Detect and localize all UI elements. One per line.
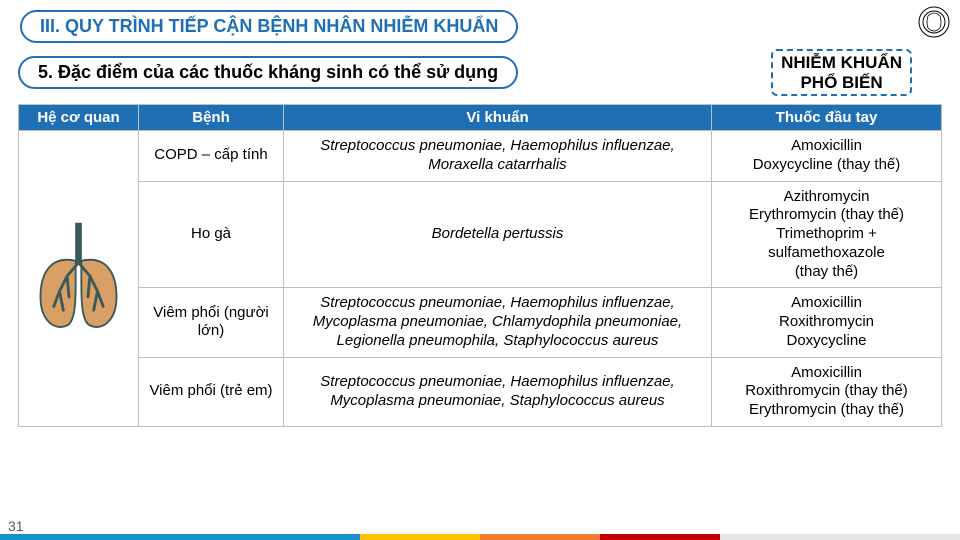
disease-cell: Viêm phổi (trẻ em) [139,357,284,426]
disease-cell: Ho gà [139,181,284,288]
subtitle-pill: 5. Đặc điểm của các thuốc kháng sinh có … [18,56,518,89]
disease-cell: Viêm phổi (người lớn) [139,288,284,357]
callout-line2: PHỔ BIẾN [781,73,902,93]
institution-logo [918,6,950,38]
organ-cell [19,131,139,427]
page-number: 31 [8,518,24,534]
th-drug: Thuốc đầu tay [712,105,942,131]
bacteria-cell: Bordetella pertussis [284,181,712,288]
th-disease: Bệnh [139,105,284,131]
drug-cell: AzithromycinErythromycin (thay thế)Trime… [712,181,942,288]
drug-cell: AmoxicillinRoxithromycinDoxycycline [712,288,942,357]
bacteria-cell: Streptococcus pneumoniae, Haemophilus in… [284,131,712,182]
bacteria-cell: Streptococcus pneumoniae, Haemophilus in… [284,357,712,426]
footer-color-bar [0,534,960,540]
disease-cell: COPD – cấp tính [139,131,284,182]
section-title-pill: III. QUY TRÌNH TIẾP CẬN BỆNH NHÂN NHIỄM … [20,10,518,43]
th-bacteria: Vi khuẩn [284,105,712,131]
drug-cell: AmoxicillinRoxithromycin (thay thế)Eryth… [712,357,942,426]
callout-line1: NHIỄM KHUẨN [781,53,902,73]
th-organ: Hệ cơ quan [19,105,139,131]
callout-badge: NHIỄM KHUẨN PHỔ BIẾN [771,49,912,96]
drug-cell: AmoxicillinDoxycycline (thay thế) [712,131,942,182]
bacteria-cell: Streptococcus pneumoniae, Haemophilus in… [284,288,712,357]
lungs-icon [25,196,132,362]
antibiotic-table: Hệ cơ quan Bệnh Vi khuẩn Thuốc đầu tay C… [18,104,942,427]
